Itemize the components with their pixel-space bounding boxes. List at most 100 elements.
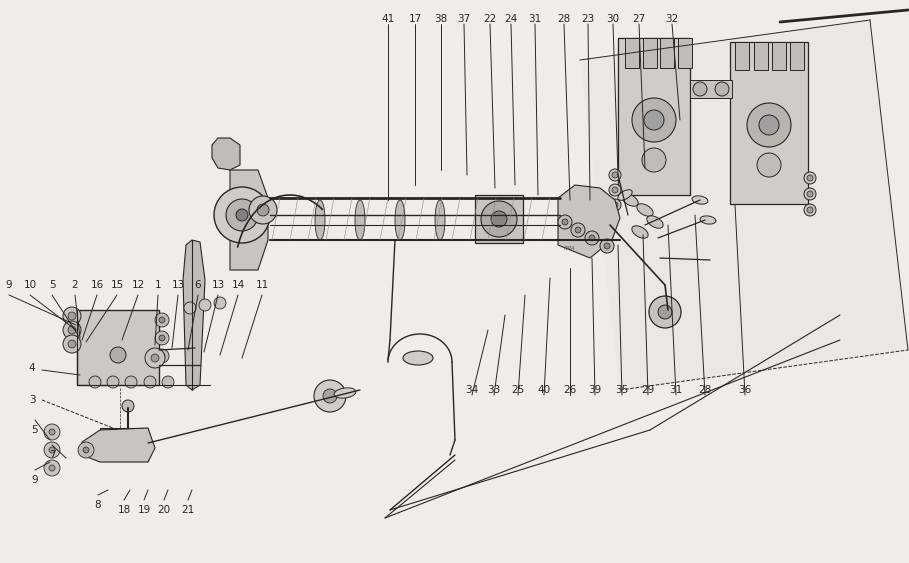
Circle shape bbox=[226, 199, 258, 231]
Ellipse shape bbox=[403, 351, 433, 365]
Circle shape bbox=[612, 187, 618, 193]
Bar bbox=[735, 42, 749, 70]
Circle shape bbox=[585, 231, 599, 245]
Circle shape bbox=[804, 204, 816, 216]
Circle shape bbox=[571, 223, 585, 237]
Circle shape bbox=[757, 153, 781, 177]
Bar bbox=[754, 42, 768, 70]
Text: FIPA: FIPA bbox=[564, 246, 575, 251]
Circle shape bbox=[44, 424, 60, 440]
Circle shape bbox=[214, 297, 226, 309]
Text: 5: 5 bbox=[32, 425, 38, 435]
Text: 34: 34 bbox=[465, 385, 479, 395]
Circle shape bbox=[257, 204, 269, 216]
Text: 1: 1 bbox=[155, 280, 161, 290]
Circle shape bbox=[155, 331, 169, 345]
Bar bbox=[100, 428, 148, 461]
Circle shape bbox=[68, 326, 76, 334]
Circle shape bbox=[807, 207, 813, 213]
Circle shape bbox=[558, 215, 572, 229]
Circle shape bbox=[151, 354, 159, 362]
Circle shape bbox=[589, 235, 595, 241]
Circle shape bbox=[642, 148, 666, 172]
Text: 14: 14 bbox=[232, 280, 245, 290]
Text: 26: 26 bbox=[564, 385, 576, 395]
Text: 33: 33 bbox=[487, 385, 501, 395]
Circle shape bbox=[609, 199, 621, 211]
Circle shape bbox=[807, 175, 813, 181]
Polygon shape bbox=[82, 428, 155, 462]
Circle shape bbox=[644, 110, 664, 130]
Bar bbox=[643, 38, 657, 68]
Ellipse shape bbox=[692, 196, 708, 204]
Polygon shape bbox=[230, 170, 268, 270]
Circle shape bbox=[609, 169, 621, 181]
Circle shape bbox=[68, 312, 76, 320]
Circle shape bbox=[63, 307, 81, 325]
Circle shape bbox=[49, 429, 55, 435]
Circle shape bbox=[632, 98, 676, 142]
Circle shape bbox=[600, 239, 614, 253]
Circle shape bbox=[89, 376, 101, 388]
Circle shape bbox=[49, 447, 55, 453]
Circle shape bbox=[162, 376, 174, 388]
Ellipse shape bbox=[335, 388, 356, 398]
Ellipse shape bbox=[622, 194, 638, 206]
Text: 27: 27 bbox=[633, 14, 645, 24]
Circle shape bbox=[481, 201, 517, 237]
Text: 8: 8 bbox=[95, 500, 101, 510]
Text: 9: 9 bbox=[32, 475, 38, 485]
Text: 10: 10 bbox=[24, 280, 36, 290]
Text: 19: 19 bbox=[137, 505, 151, 515]
Circle shape bbox=[807, 191, 813, 197]
Text: 39: 39 bbox=[588, 385, 602, 395]
Circle shape bbox=[562, 219, 568, 225]
Bar bbox=[678, 38, 692, 68]
Polygon shape bbox=[618, 38, 690, 195]
Circle shape bbox=[78, 442, 94, 458]
Polygon shape bbox=[558, 185, 620, 258]
Ellipse shape bbox=[700, 216, 716, 224]
Text: 31: 31 bbox=[669, 385, 683, 395]
Text: 35: 35 bbox=[615, 385, 629, 395]
Text: 24: 24 bbox=[504, 14, 517, 24]
Bar bbox=[660, 38, 674, 68]
Text: 6: 6 bbox=[195, 280, 201, 290]
Text: 41: 41 bbox=[382, 14, 395, 24]
Text: 12: 12 bbox=[132, 280, 145, 290]
Circle shape bbox=[612, 202, 618, 208]
Circle shape bbox=[110, 347, 126, 363]
Polygon shape bbox=[183, 240, 205, 390]
Circle shape bbox=[68, 340, 76, 348]
Text: 5: 5 bbox=[49, 280, 55, 290]
Circle shape bbox=[122, 400, 134, 412]
Text: 3: 3 bbox=[29, 395, 35, 405]
Text: 23: 23 bbox=[582, 14, 594, 24]
Text: 13: 13 bbox=[172, 280, 185, 290]
Ellipse shape bbox=[618, 190, 633, 200]
Text: 4: 4 bbox=[29, 363, 35, 373]
Text: 40: 40 bbox=[537, 385, 551, 395]
Bar bbox=[618, 38, 690, 195]
Bar bbox=[475, 195, 523, 243]
Circle shape bbox=[107, 376, 119, 388]
Text: 20: 20 bbox=[157, 505, 171, 515]
Text: 29: 29 bbox=[642, 385, 654, 395]
Circle shape bbox=[491, 211, 507, 227]
Text: 36: 36 bbox=[738, 385, 752, 395]
Circle shape bbox=[612, 172, 618, 178]
Circle shape bbox=[63, 335, 81, 353]
Circle shape bbox=[249, 196, 277, 224]
Bar bbox=[772, 42, 786, 70]
Bar bbox=[730, 42, 808, 204]
Text: 32: 32 bbox=[665, 14, 679, 24]
Polygon shape bbox=[212, 138, 240, 170]
Circle shape bbox=[214, 187, 270, 243]
Ellipse shape bbox=[395, 200, 405, 240]
Circle shape bbox=[747, 103, 791, 147]
Circle shape bbox=[759, 115, 779, 135]
Circle shape bbox=[804, 188, 816, 200]
Circle shape bbox=[323, 389, 337, 403]
Ellipse shape bbox=[355, 200, 365, 240]
Text: 2: 2 bbox=[72, 280, 78, 290]
